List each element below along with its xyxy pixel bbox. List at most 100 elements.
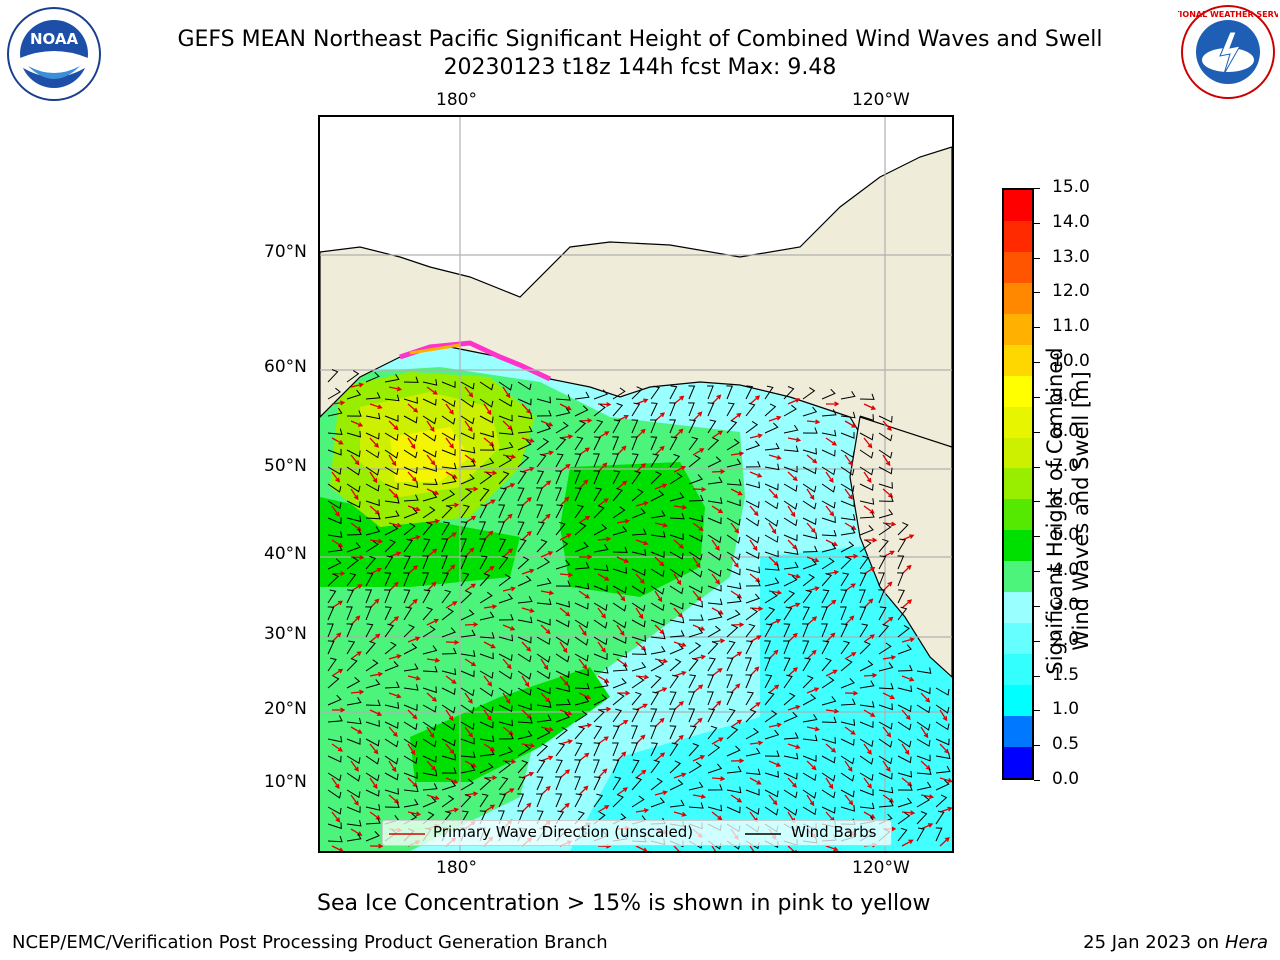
wind-barb	[460, 432, 475, 440]
wave-direction-arrow	[635, 398, 649, 405]
wave-direction-arrow	[331, 471, 341, 483]
wind-barb	[631, 508, 646, 519]
wind-barb	[327, 675, 340, 689]
wave-direction-arrow	[673, 428, 684, 439]
wind-barb	[517, 616, 533, 624]
wind-barb	[840, 556, 852, 570]
wave-direction-arrow	[787, 845, 797, 851]
wind-barb	[422, 506, 436, 519]
wind-barb	[346, 449, 361, 458]
wave-direction-arrow	[768, 589, 783, 595]
wind-barb	[802, 623, 809, 638]
wind-barb	[821, 449, 836, 457]
wind-barb	[403, 494, 419, 502]
wind-barb	[365, 831, 380, 842]
wave-direction-arrow	[711, 638, 726, 644]
wind-barb	[669, 742, 679, 757]
wind-barb	[821, 388, 836, 400]
wave-direction-arrow	[692, 717, 703, 728]
wind-barb	[593, 793, 604, 808]
wind-barb	[422, 521, 433, 536]
wind-barb	[669, 674, 679, 689]
wind-barb	[821, 772, 836, 782]
wind-barb	[707, 497, 723, 504]
wind-barb	[498, 810, 505, 825]
noaa-logo: NOAA	[6, 6, 102, 102]
wave-direction-arrow	[711, 469, 726, 475]
wind-barb	[479, 415, 494, 424]
wind-barb	[536, 687, 551, 695]
wind-barb	[555, 712, 570, 723]
wave-direction-arrow	[407, 403, 419, 413]
wind-barb	[384, 483, 399, 491]
wind-barb	[555, 407, 571, 417]
wind-barb	[802, 694, 817, 706]
wind-barb	[422, 589, 431, 604]
wave-direction-arrow	[654, 590, 663, 603]
wind-barb	[650, 402, 658, 417]
wave-direction-arrow	[559, 496, 570, 507]
wind-barb	[479, 521, 486, 536]
wind-barb	[650, 632, 666, 640]
wind-barb	[498, 776, 509, 791]
wave-direction-arrow	[711, 505, 724, 514]
wind-barb	[403, 643, 418, 655]
wind-barb	[612, 602, 627, 612]
wind-barb	[631, 470, 642, 485]
wind-barb	[498, 670, 513, 680]
wind-barb	[612, 402, 624, 417]
wave-direction-arrow	[521, 772, 535, 779]
wave-direction-arrow	[350, 651, 362, 660]
wind-barb	[536, 504, 544, 519]
wind-barb	[384, 449, 399, 459]
wind-barb	[403, 799, 419, 808]
wind-barb	[783, 500, 798, 510]
wave-direction-arrow	[369, 743, 379, 755]
wind-barb	[859, 466, 874, 476]
wave-direction-arrow	[350, 794, 359, 806]
wind-barb	[783, 606, 793, 621]
wind-barb	[821, 466, 836, 476]
wind-barb	[403, 772, 418, 779]
wind-barb	[517, 760, 529, 774]
colorbar-segment	[1004, 623, 1032, 655]
wave-direction-arrow	[749, 845, 755, 851]
wave-direction-arrow	[369, 505, 381, 515]
wind-barb	[555, 698, 571, 706]
wind-barb	[403, 606, 413, 621]
wind-barb	[669, 658, 682, 672]
wind-barb	[688, 642, 702, 655]
wave-direction-arrow	[635, 674, 650, 680]
wind-barb	[783, 692, 796, 706]
wind-barb	[441, 398, 456, 408]
colorbar-tick-mark	[1034, 222, 1040, 224]
wind-barb	[783, 534, 798, 542]
wave-direction-arrow	[388, 454, 397, 467]
wave-direction-arrow	[692, 590, 702, 602]
colorbar-tick-mark	[1034, 292, 1040, 294]
wind-barb	[422, 492, 438, 502]
wind-barb	[726, 438, 740, 451]
wind-barb	[916, 781, 932, 791]
wind-barb	[783, 548, 799, 555]
wind-barb	[726, 458, 742, 468]
wind-barb	[365, 392, 381, 400]
wind-barb	[574, 619, 589, 629]
wind-barb	[441, 381, 456, 389]
wind-barb	[669, 551, 684, 560]
wind-barb	[897, 624, 910, 638]
wave-direction-arrow	[882, 420, 892, 432]
wind-barb	[764, 623, 773, 638]
wind-barb	[650, 777, 663, 791]
wind-barb	[536, 557, 550, 570]
wind-barb	[612, 470, 621, 485]
wave-direction-arrow	[616, 518, 631, 524]
wind-barb	[574, 636, 589, 646]
wind-barb	[688, 781, 704, 791]
wind-barb	[460, 737, 475, 745]
colorbar-tick-label: 4.0	[1052, 560, 1080, 581]
wave-direction-arrow	[426, 454, 436, 466]
wind-barb	[479, 555, 488, 570]
wind-barb	[707, 551, 722, 561]
wind-barb	[669, 419, 677, 434]
